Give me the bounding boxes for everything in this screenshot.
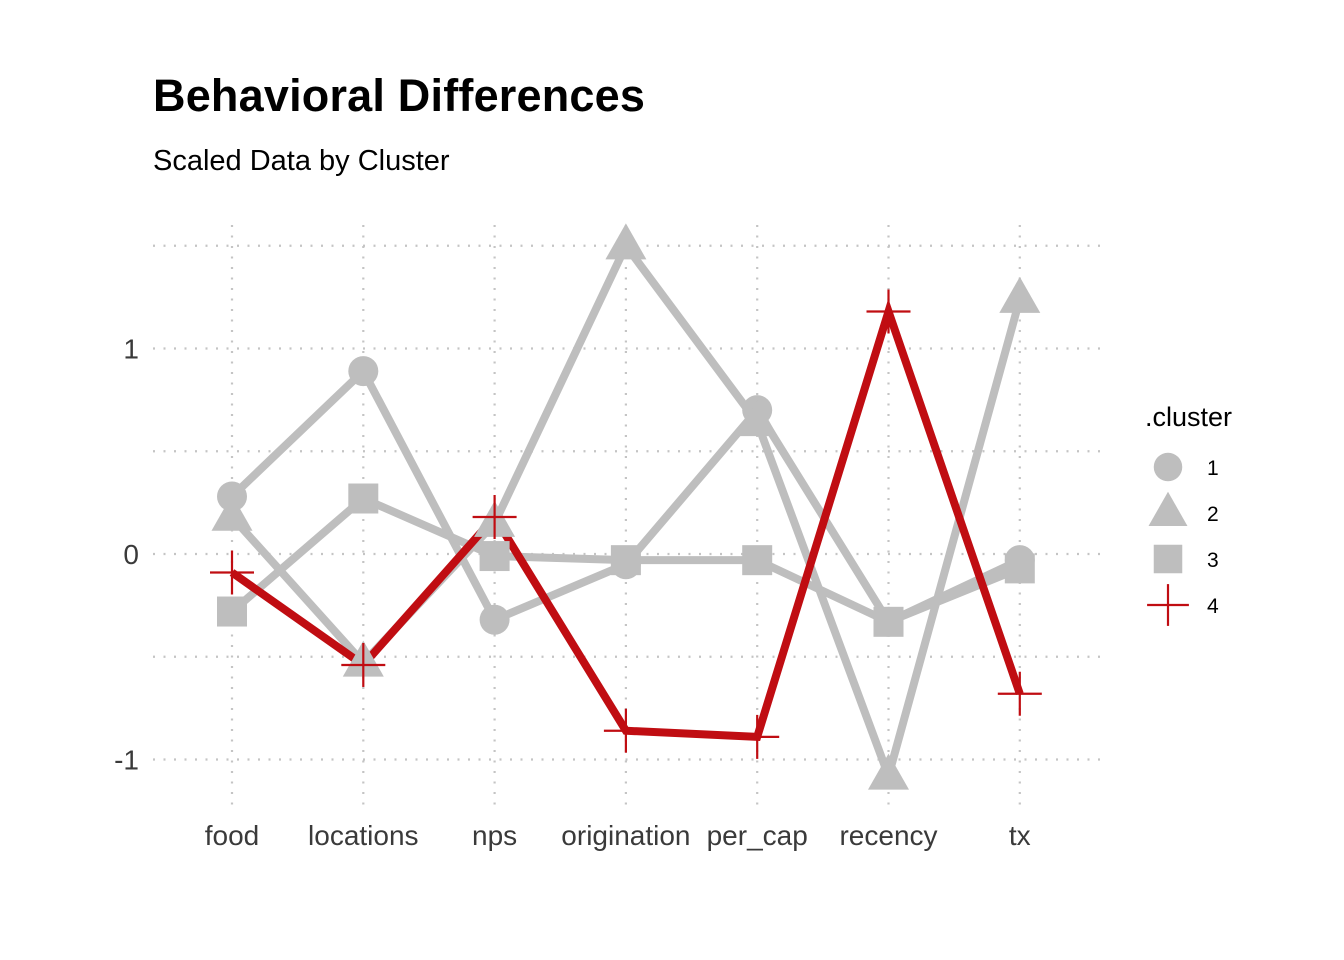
x-tick-label: nps	[472, 820, 517, 851]
data-point-cluster-2-food	[211, 494, 253, 531]
data-point-cluster-4-food	[210, 550, 254, 595]
data-point-cluster-4-recency	[866, 289, 911, 334]
data-point-cluster-3-recency	[873, 606, 904, 637]
legend-item-cluster-2: 2	[1148, 491, 1219, 526]
legend-title: .cluster	[1145, 402, 1232, 432]
y-tick-label: 0	[123, 539, 139, 570]
x-tick-label: tx	[1009, 820, 1031, 851]
legend-label: 3	[1207, 549, 1219, 572]
legend-item-cluster-1: 1	[1153, 452, 1219, 482]
legend-label: 2	[1207, 503, 1219, 526]
data-point-cluster-1-nps	[479, 604, 510, 635]
legend-key-triangle-icon	[1148, 491, 1188, 526]
legend-key-circle-icon	[1153, 452, 1183, 482]
x-tick-label: origination	[561, 820, 690, 851]
data-point-cluster-3-food	[217, 596, 247, 627]
data-point-cluster-3-nps	[479, 541, 510, 572]
data-point-cluster-4-locations	[341, 642, 386, 687]
data-point-cluster-2-origination	[605, 223, 647, 260]
x-tick-label: locations	[308, 820, 419, 851]
legend-item-cluster-4: 4	[1147, 584, 1219, 626]
legend: .cluster 1 2 3 4	[1145, 402, 1232, 626]
legend-item-cluster-3: 3	[1153, 544, 1219, 574]
x-tick-label: recency	[839, 820, 937, 851]
legend-label: 1	[1207, 457, 1219, 480]
y-axis: -1 0 1	[114, 334, 139, 776]
x-tick-label: food	[205, 820, 260, 851]
legend-key-square-icon	[1153, 544, 1183, 574]
y-tick-label: -1	[114, 745, 139, 776]
data-point-cluster-1-locations	[348, 356, 379, 387]
data-point-cluster-3-origination	[610, 545, 641, 576]
data-point-cluster-4-nps	[472, 495, 517, 540]
data-point-cluster-3-tx	[1004, 553, 1035, 584]
x-tick-label: per_cap	[707, 820, 808, 851]
data-point-cluster-2-recency	[868, 753, 909, 790]
data-point-cluster-3-locations	[348, 483, 379, 514]
data-point-cluster-4-origination	[603, 708, 648, 753]
y-tick-label: 1	[123, 334, 139, 365]
legend-label: 4	[1207, 595, 1219, 618]
data-point-cluster-4-per_cap	[735, 714, 780, 759]
data-point-cluster-2-tx	[999, 276, 1041, 313]
data-point-cluster-3-per_cap	[742, 545, 773, 576]
data-point-cluster-4-tx	[997, 671, 1042, 716]
x-axis: food locations nps origination per_cap recenc…	[205, 820, 1031, 851]
chart-subtitle: Scaled Data by Cluster	[153, 145, 450, 177]
legend-key-cross-icon	[1147, 584, 1189, 626]
series-points	[210, 223, 1042, 790]
chart-title: Behavioral Differences	[153, 70, 646, 121]
data-point-cluster-2-per_cap	[736, 400, 778, 437]
